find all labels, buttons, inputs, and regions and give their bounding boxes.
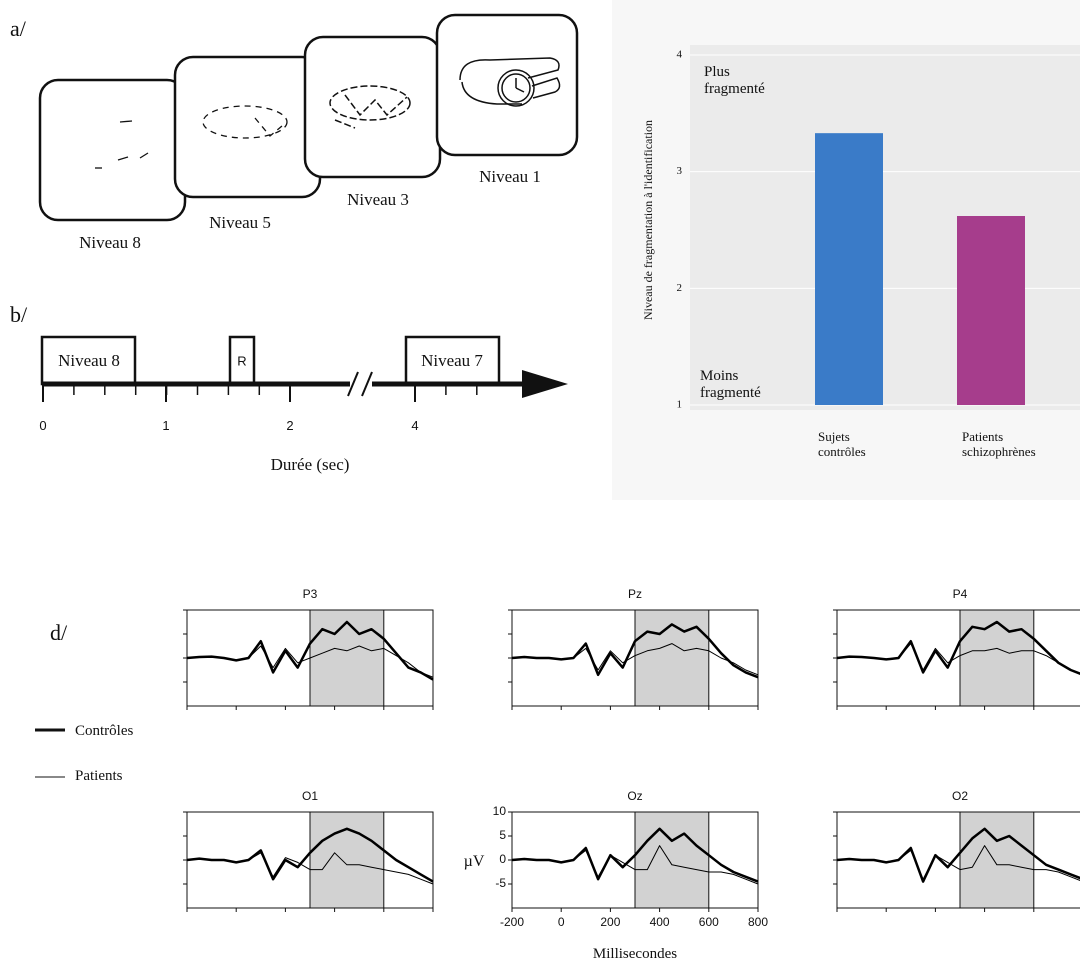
subplot-title: Pz — [628, 587, 642, 601]
y-tick-label: 0 — [499, 852, 506, 866]
subplot-title: O1 — [302, 789, 318, 803]
x-tick-label: 600 — [699, 915, 719, 929]
level-label: Niveau 8 — [79, 233, 141, 252]
minor-ticks — [42, 384, 478, 395]
panel-label: d/ — [50, 620, 68, 645]
fragment-drawing — [95, 120, 149, 169]
timeline — [40, 335, 568, 398]
level-label: Niveau 5 — [209, 213, 271, 232]
y-tick-label: 5 — [499, 828, 506, 842]
shaded-window — [959, 811, 1035, 909]
x-axis-label: Millisecondes — [593, 946, 677, 962]
panel-label: a/ — [10, 16, 27, 41]
y-tick-label: 1 — [677, 399, 683, 411]
tick-label: 2 — [286, 418, 293, 433]
level-label: Niveau 3 — [347, 190, 409, 209]
shaded-window — [309, 609, 385, 707]
y-tick-label: 2 — [677, 282, 683, 294]
card — [38, 78, 187, 222]
fragment-drawing — [329, 85, 411, 129]
tick-label: 1 — [162, 418, 169, 433]
annotation: Plus fragmenté — [704, 64, 765, 98]
legend-label: Patients — [75, 768, 123, 784]
stimulus-cards — [38, 13, 579, 222]
timeline-box-label: R — [237, 353, 246, 368]
waveform — [511, 845, 759, 885]
waveform — [186, 645, 434, 678]
y-axis-label: µV — [464, 853, 485, 870]
axis-break — [361, 371, 373, 397]
x-tick-label: Patients schizophrènes — [962, 429, 1036, 459]
x-tick-label: Sujets contrôles — [818, 429, 866, 459]
subplot-title: P4 — [953, 587, 968, 601]
waveform — [836, 845, 1080, 881]
x-tick-label: 200 — [600, 915, 620, 929]
tick-label: 4 — [411, 418, 418, 433]
x-tick-label: 0 — [558, 915, 565, 929]
waveform — [186, 852, 434, 885]
shaded-window — [309, 811, 385, 909]
x-tick-label: -200 — [500, 915, 524, 929]
subplot-title: O2 — [952, 789, 968, 803]
timeline-box-label: Niveau 8 — [58, 351, 120, 370]
waveform — [836, 643, 1080, 675]
shaded-window — [634, 811, 710, 909]
fragment-drawing — [202, 105, 288, 139]
bar — [957, 216, 1025, 405]
annotation: Moins fragmenté — [700, 368, 761, 402]
y-axis-label: Niveau de fragmentation à l'identificati… — [641, 120, 655, 320]
card — [173, 55, 322, 199]
tick-label: 0 — [39, 418, 46, 433]
subplot-title: Oz — [627, 789, 642, 803]
x-tick-label: 400 — [650, 915, 670, 929]
waveform — [511, 643, 759, 676]
level-label: Niveau 1 — [479, 167, 541, 186]
timeline-xlabel: Durée (sec) — [271, 455, 350, 474]
y-tick-label: 3 — [677, 165, 683, 177]
y-tick-label: 10 — [493, 804, 507, 818]
y-tick-label: 4 — [677, 49, 683, 61]
axis-break — [347, 371, 359, 397]
bar — [815, 133, 883, 405]
legend-label: Contrôles — [75, 723, 133, 739]
timeline-box-label: Niveau 7 — [421, 351, 483, 370]
card — [303, 35, 442, 179]
card — [435, 13, 579, 157]
axis-arrow — [522, 370, 568, 398]
subplot-title: P3 — [303, 587, 318, 601]
shaded-window — [959, 609, 1035, 707]
panel-label: b/ — [10, 302, 28, 327]
y-tick-label: -5 — [495, 876, 506, 890]
watch-drawing — [459, 57, 561, 107]
x-tick-label: 800 — [748, 915, 768, 929]
